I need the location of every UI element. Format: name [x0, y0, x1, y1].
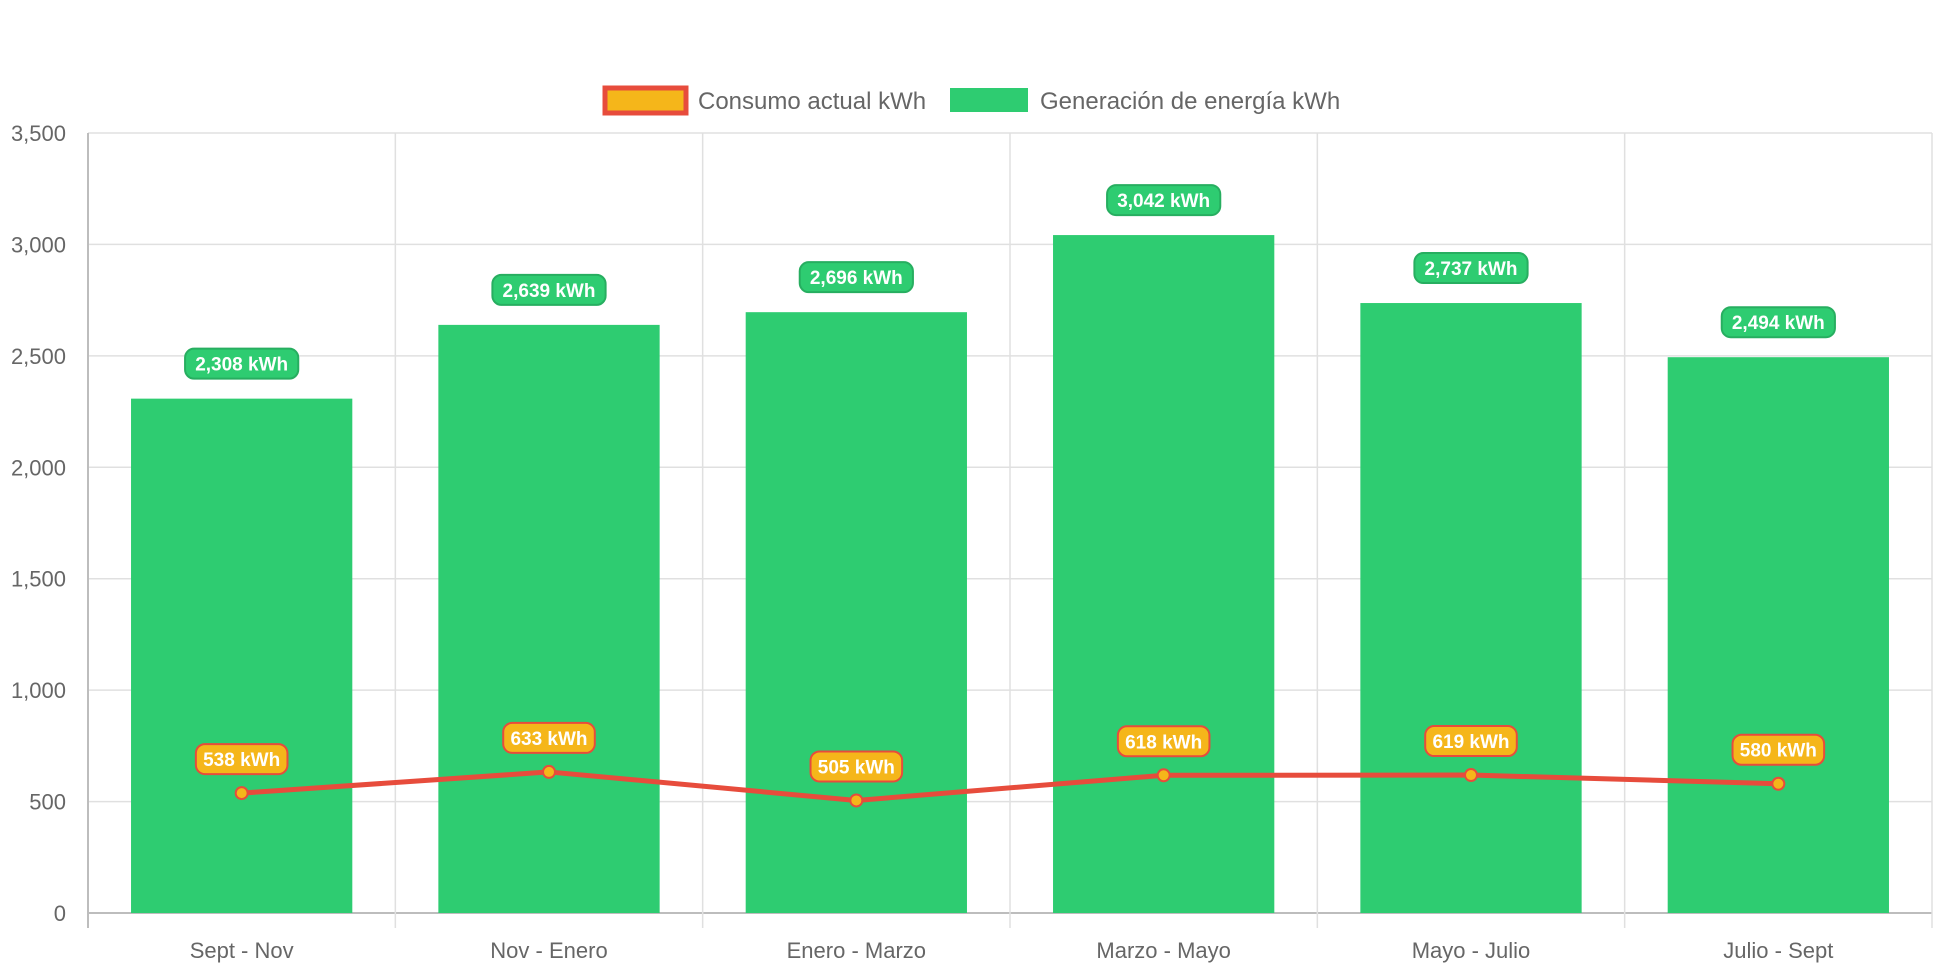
bar [1053, 235, 1275, 913]
line-data-label: 618 kWh [1125, 732, 1202, 753]
y-tick-label: 2,500 [11, 344, 66, 369]
line-data-label-bg [194, 743, 289, 776]
line-data-label-bg [1731, 733, 1826, 766]
line-data-label-bg [809, 750, 904, 783]
y-tick-label: 3,000 [11, 232, 66, 257]
x-tick-label: Enero - Marzo [787, 938, 926, 963]
x-tick-label: Nov - Enero [490, 938, 607, 963]
consumption-line [239, 769, 1781, 803]
legend-swatch-consumo[interactable] [602, 85, 689, 116]
y-tick-label: 0 [54, 901, 66, 926]
x-tick-label: Julio - Sept [1723, 938, 1833, 963]
bar-data-label-bg [184, 347, 300, 380]
bar-data-label-bg [491, 273, 607, 306]
bar-data-label-bg [798, 261, 914, 294]
x-tick-label: Mayo - Julio [1412, 938, 1531, 963]
bar-data-label: 2,308 kWh [195, 355, 288, 376]
line-data-label-bg [1424, 725, 1518, 758]
bar [1667, 357, 1889, 913]
line-data-label: 633 kWh [510, 729, 587, 750]
bar [1360, 303, 1582, 913]
bar [438, 324, 660, 913]
line-point[interactable] [1464, 768, 1478, 783]
bar-data-label-bg [1106, 184, 1222, 217]
line-data-label-bg [502, 721, 596, 754]
bar-data-label: 2,737 kWh [1425, 259, 1518, 280]
line-data-label: 538 kWh [203, 750, 280, 771]
x-tick-label: Sept - Nov [190, 938, 294, 963]
bar [745, 312, 967, 914]
line-point[interactable] [1771, 776, 1786, 791]
legend-swatch-generacion[interactable] [950, 88, 1028, 112]
line-data-label-bg [1116, 725, 1211, 758]
bar-data-label: 2,696 kWh [810, 268, 903, 289]
bar-data-label: 2,639 kWh [503, 281, 596, 302]
line-data-label: 619 kWh [1432, 732, 1509, 753]
x-tick-label: Marzo - Mayo [1096, 938, 1230, 963]
line-point[interactable] [849, 793, 864, 808]
line-data-label: 505 kWh [818, 757, 895, 778]
legend-label-consumo[interactable]: Consumo actual kWh [698, 88, 926, 115]
y-tick-label: 2,000 [11, 455, 66, 480]
legend-label-generacion[interactable]: Generación de energía kWh [1040, 88, 1340, 115]
y-tick-label: 500 [29, 790, 66, 815]
bar-data-label: 3,042 kWh [1117, 191, 1210, 212]
bar-data-label: 2,494 kWh [1732, 313, 1825, 334]
bar-data-label-bg [1413, 252, 1529, 285]
line-point[interactable] [1156, 768, 1171, 783]
y-tick-label: 3,500 [11, 121, 66, 146]
y-tick-label: 1,000 [11, 678, 66, 703]
line-data-label: 580 kWh [1740, 741, 1817, 762]
line-point[interactable] [234, 786, 249, 801]
bar-data-label-bg [1720, 306, 1836, 339]
bar [131, 398, 353, 913]
line-point[interactable] [542, 764, 556, 779]
y-tick-label: 1,500 [11, 567, 66, 592]
